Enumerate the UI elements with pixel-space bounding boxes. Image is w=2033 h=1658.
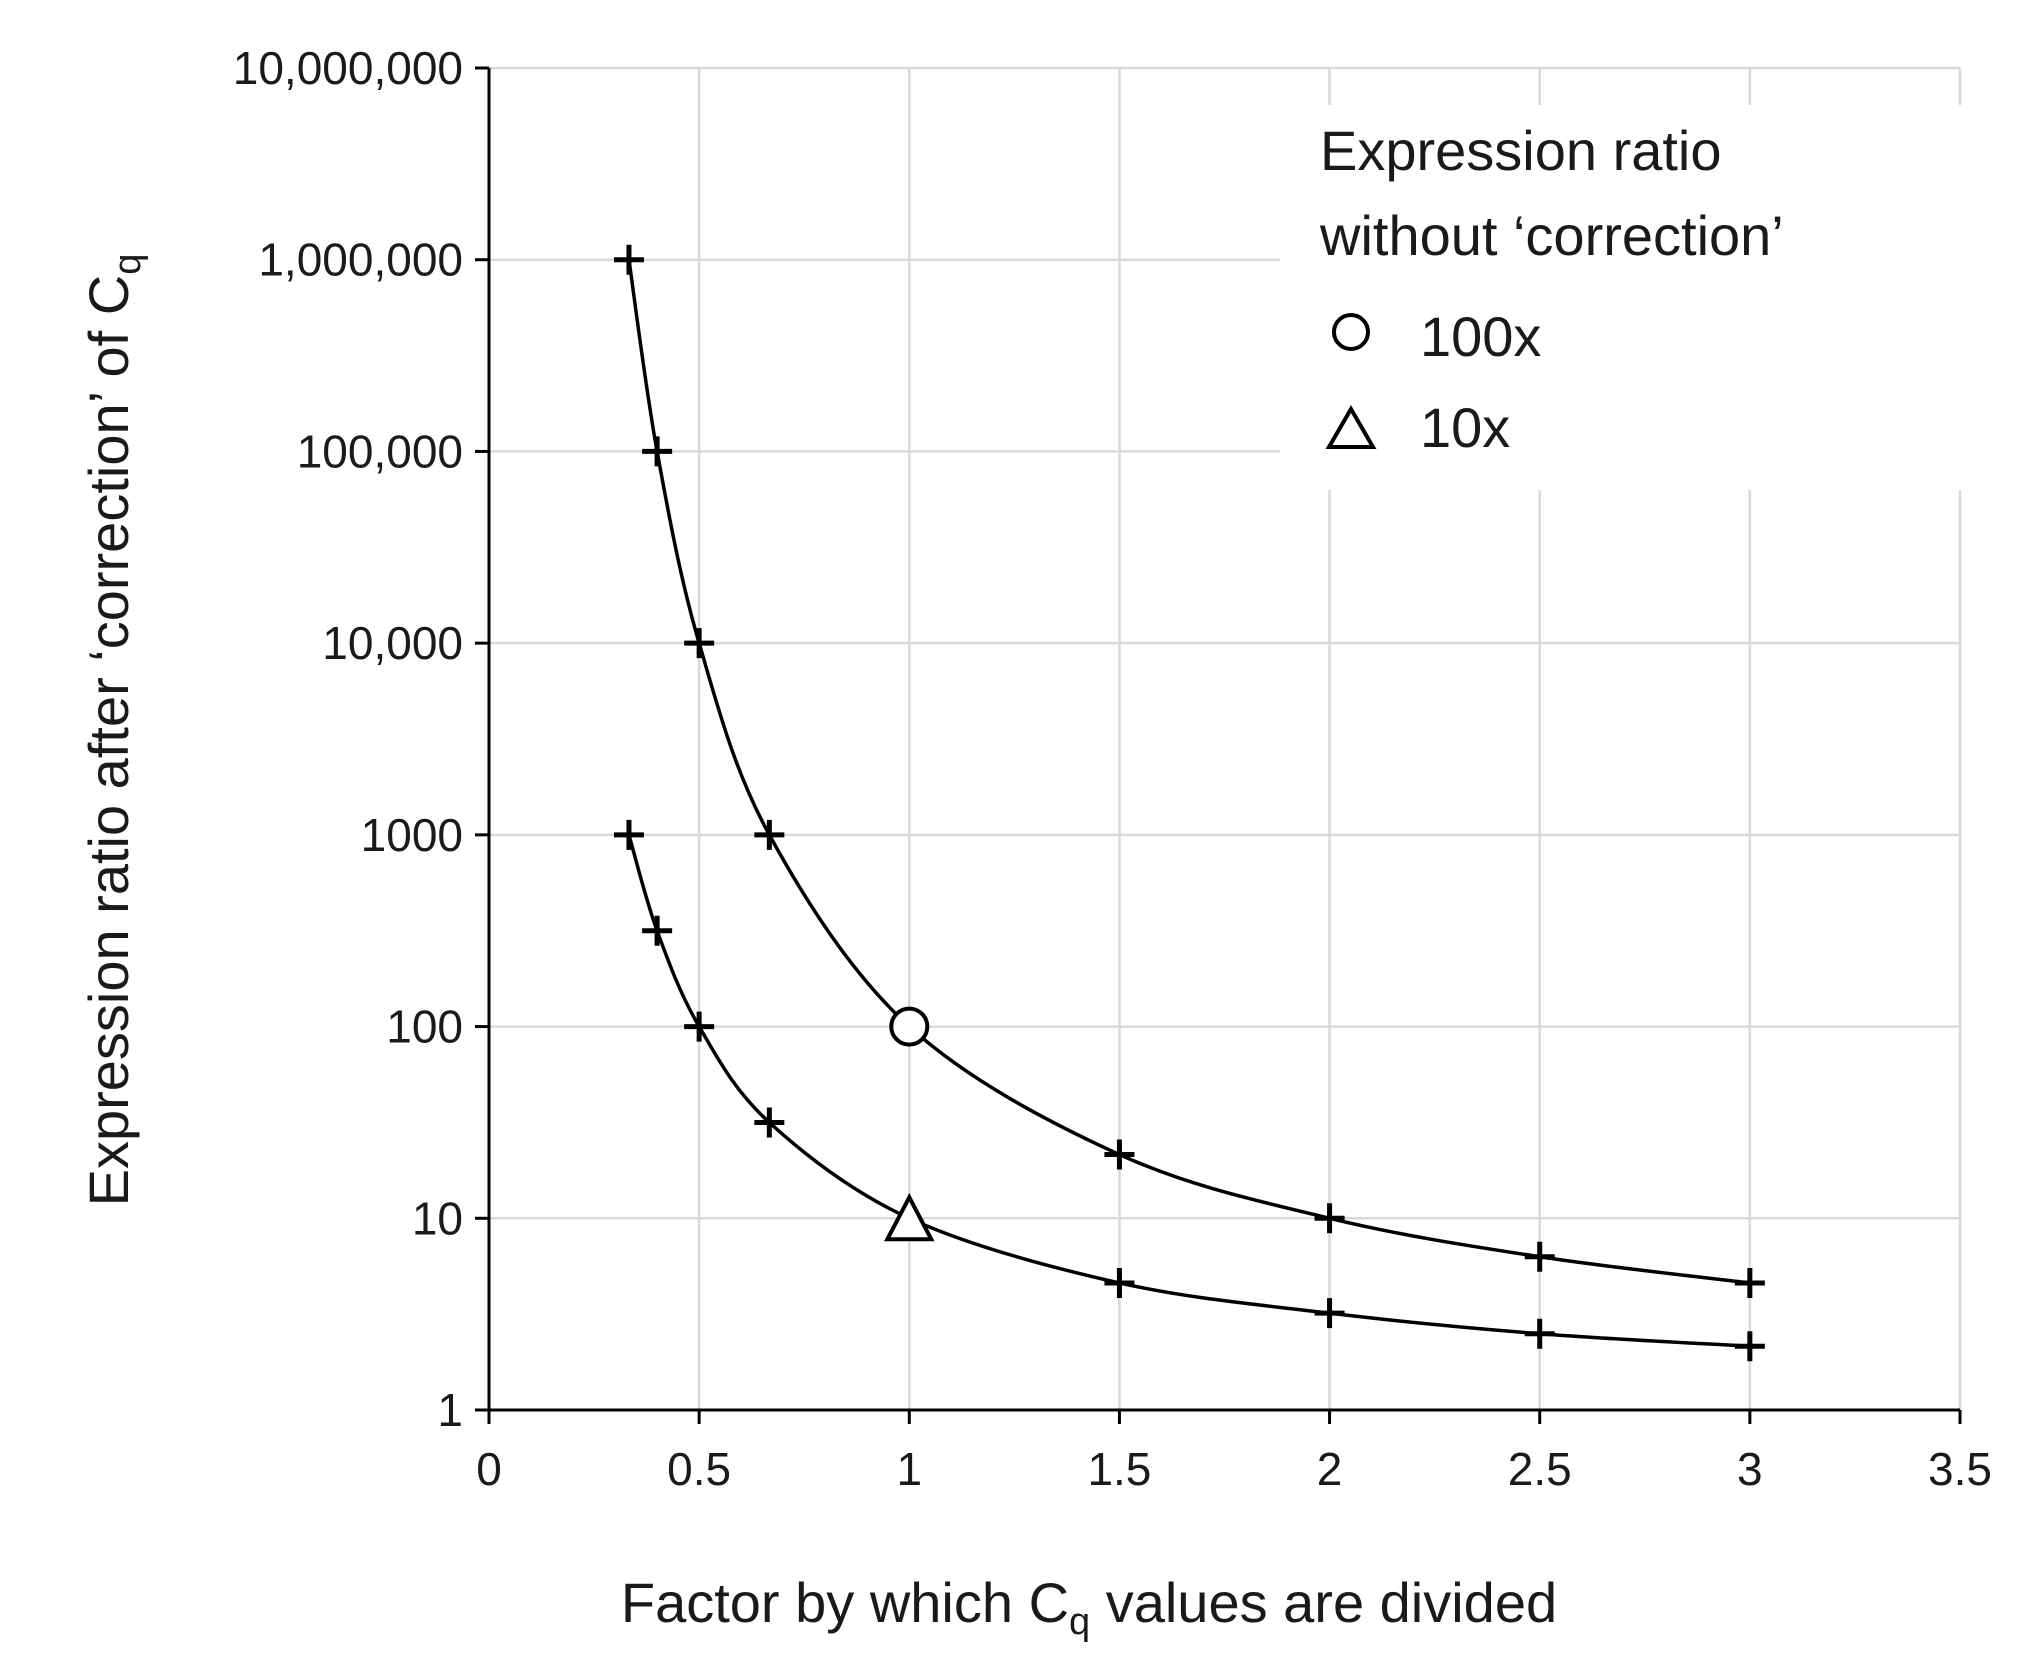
y-tick-label: 1 — [437, 1384, 463, 1436]
data-point-plus — [1524, 1318, 1555, 1349]
data-point-plus — [1524, 1241, 1555, 1272]
axes — [487, 68, 1960, 1412]
data-point-plus — [642, 915, 673, 946]
y-tick-label: 1000 — [361, 809, 463, 861]
y-tick-label: 10,000 — [322, 617, 463, 669]
data-point-plus — [684, 628, 715, 659]
data-point-plus — [1104, 1267, 1135, 1298]
legend-title-line2: without ‘correction’ — [1319, 204, 1784, 267]
legend-entry-100x: 100x — [1420, 305, 1541, 368]
data-point-plus — [684, 1011, 715, 1042]
x-axis-title: Factor by which Cq values are divided — [621, 1571, 1557, 1643]
legend: Expression ratio without ‘correction’ 10… — [1319, 119, 1784, 459]
series-100x — [613, 244, 1765, 1298]
x-axis-title-main: Factor by which C — [621, 1571, 1069, 1634]
data-point-plus — [642, 436, 673, 467]
x-tick-label: 2.5 — [1508, 1443, 1572, 1495]
y-tick-label: 100 — [386, 1001, 463, 1053]
data-point-plus — [613, 244, 644, 275]
legend-circle-marker — [1332, 313, 1370, 351]
y-axis-title-main: Expression ratio after ‘correction’ of C — [77, 275, 140, 1207]
series-10x — [613, 819, 1765, 1362]
x-tick-label: 2 — [1317, 1443, 1343, 1495]
data-point-plus — [613, 819, 644, 850]
x-tick-label: 1.5 — [1087, 1443, 1151, 1495]
legend-background — [1280, 105, 1970, 490]
y-ticks: 1 10 100 1000 10,000 100,000 1,000,000 10,000,0… — [233, 42, 489, 1436]
data-point-circle — [889, 1006, 930, 1047]
y-tick-label: 10,000,000 — [233, 42, 463, 94]
series-line-10x — [627, 834, 1750, 1349]
x-axis-title-tail: values are divided — [1090, 1571, 1557, 1634]
data-point-plus — [1314, 1203, 1345, 1234]
data-point-plus — [1314, 1298, 1345, 1329]
y-tick-label: 10 — [412, 1192, 463, 1244]
legend-entry-10x: 10x — [1420, 396, 1510, 459]
x-tick-label: 3.5 — [1928, 1443, 1992, 1495]
data-point-plus — [1104, 1139, 1135, 1170]
y-tick-label: 100,000 — [297, 425, 463, 477]
data-point-plus — [754, 819, 785, 850]
y-axis-title: Expression ratio after ‘correction’ of C… — [77, 254, 149, 1207]
x-tick-label: 0.5 — [667, 1443, 731, 1495]
legend-triangle-marker — [1325, 405, 1377, 449]
y-axis-title-subscript: q — [107, 254, 149, 275]
legend-title-line1: Expression ratio — [1320, 119, 1722, 182]
series — [613, 244, 1765, 1362]
x-ticks: 0 0.5 1 1.5 2 2.5 3 3.5 — [476, 1410, 1992, 1495]
data-point-plus — [1734, 1331, 1765, 1362]
data-point-plus — [754, 1107, 785, 1138]
x-tick-label: 1 — [896, 1443, 922, 1495]
x-axis-title-subscript: q — [1069, 1601, 1090, 1643]
x-tick-label: 3 — [1737, 1443, 1763, 1495]
x-tick-label: 0 — [476, 1443, 502, 1495]
y-tick-label: 1,000,000 — [258, 234, 463, 286]
data-point-plus — [1734, 1267, 1765, 1298]
data-point-triangle — [883, 1192, 935, 1242]
